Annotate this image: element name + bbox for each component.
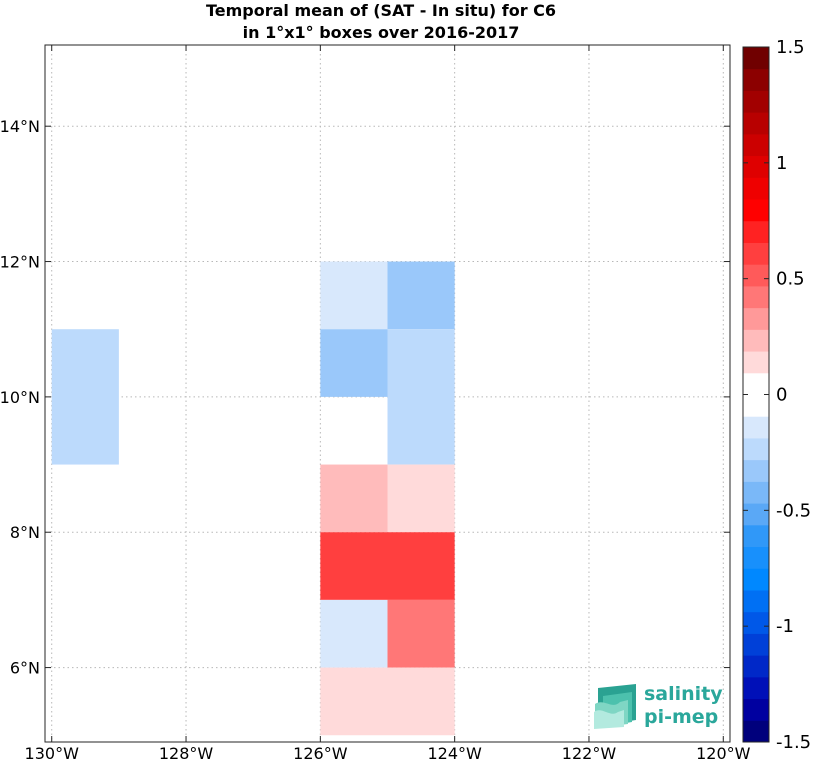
data-cell-1 [320,261,388,330]
data-cell-2 [387,261,455,330]
colorbar-segment-6 [743,589,769,613]
y-tick-label-0: 6°N [10,659,40,678]
colorbar-ticks: -1.5 -1 -0.5 0 0.5 1 1.5 [743,37,811,753]
colorbar-segment-19 [743,307,769,330]
map-axes [44,44,731,743]
x-tick-label-4: 122°W [562,744,617,763]
colorbar-segment-31 [743,47,769,70]
colorbar-tick-label-3: 0 [776,385,787,406]
colorbar-segment-29 [743,90,769,113]
colorbar-segment-9 [743,524,769,548]
colorbar-segment-3 [743,655,769,678]
x-tick-label-3: 124°W [427,744,482,763]
colorbar-tick-label-6: 1.5 [776,37,805,58]
colorbar-segment-30 [743,68,769,91]
colorbar-segment-28 [743,112,769,135]
colorbar-segment-23 [743,220,769,243]
data-cell-7 [320,532,455,600]
data-cells [51,261,455,736]
colorbar-segment-20 [743,285,769,309]
colorbar-segment-18 [743,329,769,352]
colorbar-segment-10 [743,503,769,526]
x-tick-label-5: 120°W [696,744,751,763]
colorbar-tick-label-0: -1.5 [776,732,811,753]
colorbar-segment-21 [743,264,769,287]
y-tick-label-4: 14°N [0,117,40,136]
colorbar-segment-14 [743,416,769,439]
colorbar-tick-label-5: 1 [776,153,787,174]
data-cell-8 [320,599,388,668]
colorbar-segment-25 [743,177,769,200]
colorbar-segment-22 [743,242,769,265]
colorbar-segment-24 [743,199,769,222]
y-tick-label-3: 12°N [0,253,40,272]
y-tick-label-2: 10°N [0,388,40,407]
colorbar-segment-7 [743,568,769,591]
chart-title-line1: Temporal mean of (SAT - In situ) for C6 [206,1,556,20]
colorbar-segment-1 [743,698,769,721]
x-axis-ticks: 130°W 128°W 126°W 124°W 122°W 120°W [25,45,751,763]
colorbar-segment-17 [743,351,769,374]
data-cell-0 [51,329,119,465]
x-tick-label-0: 130°W [25,744,80,763]
colorbar-segment-16 [743,372,769,395]
plot-frame [44,44,731,743]
colorbar-tick-label-2: -0.5 [776,500,811,521]
colorbar-segment-0 [743,720,769,743]
x-tick-label-1: 128°W [159,744,214,763]
data-cell-5 [320,464,388,533]
logo-text-line2: pi-mep [644,706,718,728]
colorbar-tick-label-1: -1 [776,616,794,637]
colorbar [742,46,770,743]
y-tick-label-1: 8°N [10,523,40,542]
data-cell-4 [387,329,455,465]
salinity-pi-mep-logo: salinity pi-mep [594,683,723,729]
colorbar-segment-12 [743,459,769,482]
colorbar-segment-5 [743,611,769,634]
colorbar-segment-11 [743,481,769,504]
colorbar-segment-13 [743,437,769,461]
data-cell-6 [387,464,455,533]
colorbar-segment-27 [743,133,769,157]
logo-text-line1: salinity [644,683,723,705]
colorbar-segment-8 [743,546,769,569]
x-tick-label-2: 126°W [293,744,348,763]
colorbar-tick-label-4: 0.5 [776,269,805,290]
data-cell-9 [387,599,455,668]
colorbar-segment-4 [743,633,769,656]
wave-stack-icon [594,684,636,729]
chart-title-line2: in 1°x1° boxes over 2016-2017 [243,23,520,42]
colorbar-segment-26 [743,155,769,178]
colorbar-segment-15 [743,394,769,417]
data-cell-10 [320,667,455,736]
y-axis-ticks: 6°N 8°N 10°N 12°N 14°N [0,117,730,678]
colorbar-segment-2 [743,676,769,700]
data-cell-3 [320,329,388,397]
